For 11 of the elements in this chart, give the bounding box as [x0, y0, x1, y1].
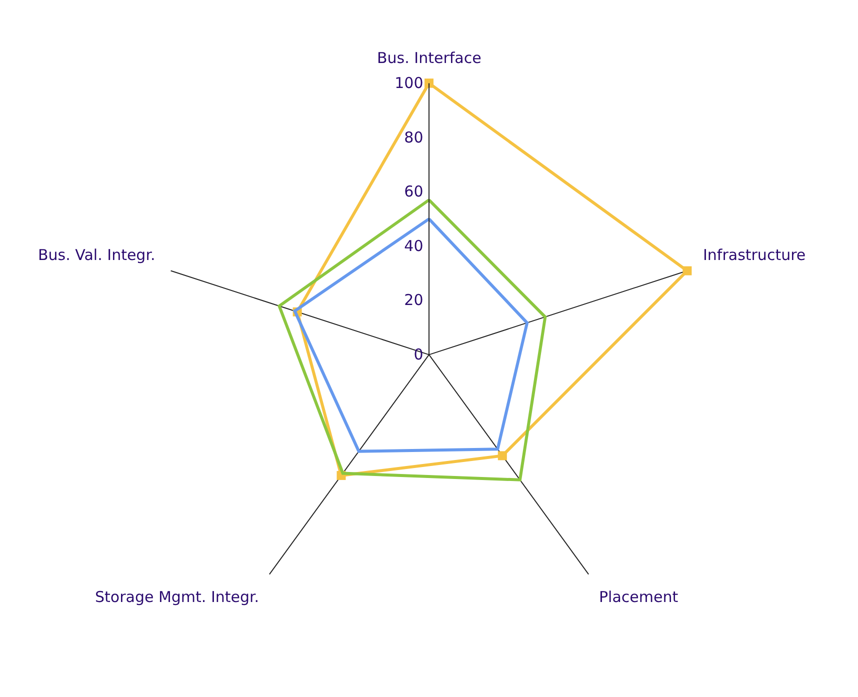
y-tick-label: 20 — [404, 291, 424, 310]
spoke-label: Bus. Interface — [377, 49, 482, 67]
y-tick-label: 40 — [404, 236, 424, 255]
y-tick-label: 60 — [404, 182, 424, 201]
spoke-label: Bus. Val. Integr. — [38, 246, 156, 264]
y-tick-label: 100 — [394, 74, 424, 92]
y-tick-label: 0 — [414, 346, 424, 364]
spoke-label: Infrastructure — [703, 246, 806, 264]
spoke-label: Placement — [599, 588, 678, 606]
y-tick-label: 80 — [404, 128, 424, 146]
spoke-label: Storage Mgmt. Integr. — [95, 588, 260, 606]
